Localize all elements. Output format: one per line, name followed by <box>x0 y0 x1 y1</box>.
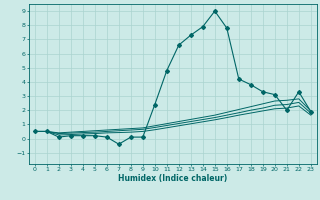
X-axis label: Humidex (Indice chaleur): Humidex (Indice chaleur) <box>118 174 228 183</box>
